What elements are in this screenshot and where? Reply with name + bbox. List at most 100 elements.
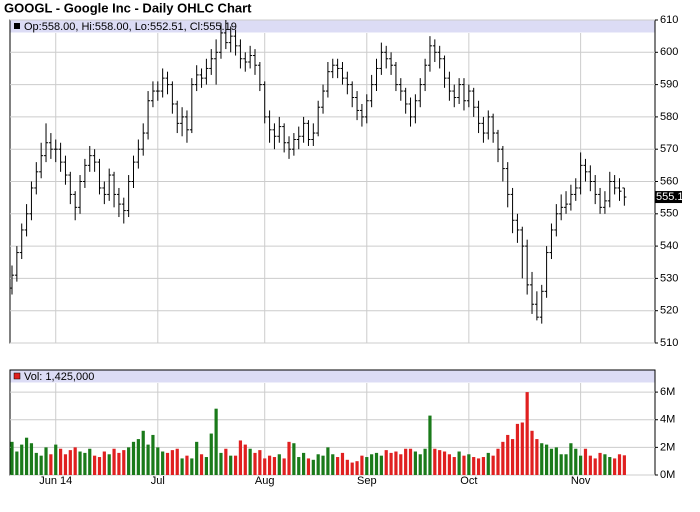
volume-bar (413, 451, 417, 475)
volume-bar (399, 454, 403, 475)
y-tick-label: 570 (660, 143, 678, 155)
volume-bar (107, 454, 111, 475)
y-tick-label: 6M (660, 386, 675, 398)
volume-bar (355, 461, 359, 475)
chart-title: GOOGL - Google Inc - Daily OHLC Chart (4, 0, 252, 15)
volume-bar (54, 444, 58, 475)
volume-bar (267, 455, 272, 475)
volume-bar (88, 448, 92, 475)
volume-bar (331, 454, 335, 475)
volume-bar (136, 439, 140, 475)
y-tick-label: 2M (660, 441, 675, 453)
volume-bar (258, 450, 262, 475)
price-header (10, 20, 655, 33)
volume-header (10, 370, 655, 383)
volume-bar (321, 455, 325, 475)
volume-bar (530, 430, 534, 475)
price-legend-swatch (14, 23, 20, 29)
volume-bar (540, 443, 544, 475)
volume-bar (408, 448, 413, 475)
volume-bar (593, 458, 597, 475)
volume-bar (404, 448, 408, 475)
volume-bar (24, 437, 29, 475)
y-tick-label: 610 (660, 14, 678, 26)
volume-bar (598, 452, 602, 475)
y-tick-label: 0M (660, 469, 675, 481)
x-tick-label: Sep (357, 475, 377, 487)
y-tick-label: 580 (660, 111, 678, 123)
y-tick-label: 510 (660, 337, 678, 349)
volume-bar (263, 458, 267, 475)
volume-bar (44, 447, 48, 475)
volume-bar (515, 423, 520, 475)
volume-bar (613, 458, 617, 475)
x-tick-label: Aug (255, 475, 275, 487)
volume-bar (122, 450, 126, 475)
volume-bar (506, 434, 510, 475)
volume-bar (608, 457, 612, 475)
volume-bar (622, 455, 626, 475)
volume-bar (447, 454, 451, 475)
volume-bar (141, 430, 145, 475)
volume-bar (379, 455, 383, 475)
volume-bar (297, 457, 301, 475)
volume-bar (68, 450, 72, 475)
volume-bar (195, 441, 199, 475)
volume-bar (345, 459, 349, 475)
volume-bar (481, 457, 486, 475)
volume-bar (583, 448, 588, 475)
y-tick-label: 600 (660, 46, 678, 58)
volume-bar (452, 457, 456, 475)
volume-bar (97, 457, 102, 475)
volume-bar (209, 433, 213, 475)
volume-bar (467, 454, 471, 475)
volume-bar (433, 448, 437, 475)
volume-bar (476, 458, 481, 475)
volume-bar (112, 448, 116, 475)
volume-bar (336, 457, 340, 475)
volume-bar (564, 454, 568, 475)
y-tick-label: 4M (660, 414, 675, 426)
volume-bar (535, 439, 539, 475)
volume-bar (418, 454, 422, 475)
volume-bar (501, 441, 505, 475)
y-tick-label: 530 (660, 272, 678, 284)
volume-bar (224, 448, 228, 475)
volume-bar (545, 444, 549, 475)
volume-bar (292, 443, 296, 475)
volume-bar (617, 454, 622, 475)
x-tick-label: Oct (460, 475, 477, 487)
volume-bar (165, 452, 170, 475)
volume-bar (603, 454, 607, 475)
volume-bar (29, 443, 34, 475)
volume-bar (574, 448, 578, 475)
volume-bar (579, 455, 583, 475)
volume-bar (472, 457, 476, 475)
volume-bar (462, 455, 466, 475)
volume-bar (63, 454, 68, 475)
volume-bar (146, 444, 150, 475)
volume-bar (559, 454, 563, 475)
volume-bar (170, 450, 174, 475)
volume-bar (384, 450, 388, 475)
volume-bar (180, 458, 184, 475)
volume-bar (185, 455, 189, 475)
volume-bar (340, 452, 345, 475)
volume-bar (496, 448, 500, 475)
volume-bar (253, 452, 257, 475)
volume-bar (316, 454, 320, 475)
y-tick-label: 540 (660, 240, 678, 252)
volume-bar (204, 457, 208, 475)
volume-bar (78, 451, 82, 475)
volume-bar (49, 454, 53, 475)
volume-bar (438, 450, 442, 475)
volume-bar (131, 441, 136, 475)
volume-bar (306, 458, 311, 475)
volume-bar (248, 448, 252, 475)
volume-bar (428, 415, 432, 475)
volume-bar (190, 458, 194, 475)
volume-bar (59, 448, 63, 475)
volume-bar (520, 422, 524, 475)
volume-bar (588, 455, 592, 475)
